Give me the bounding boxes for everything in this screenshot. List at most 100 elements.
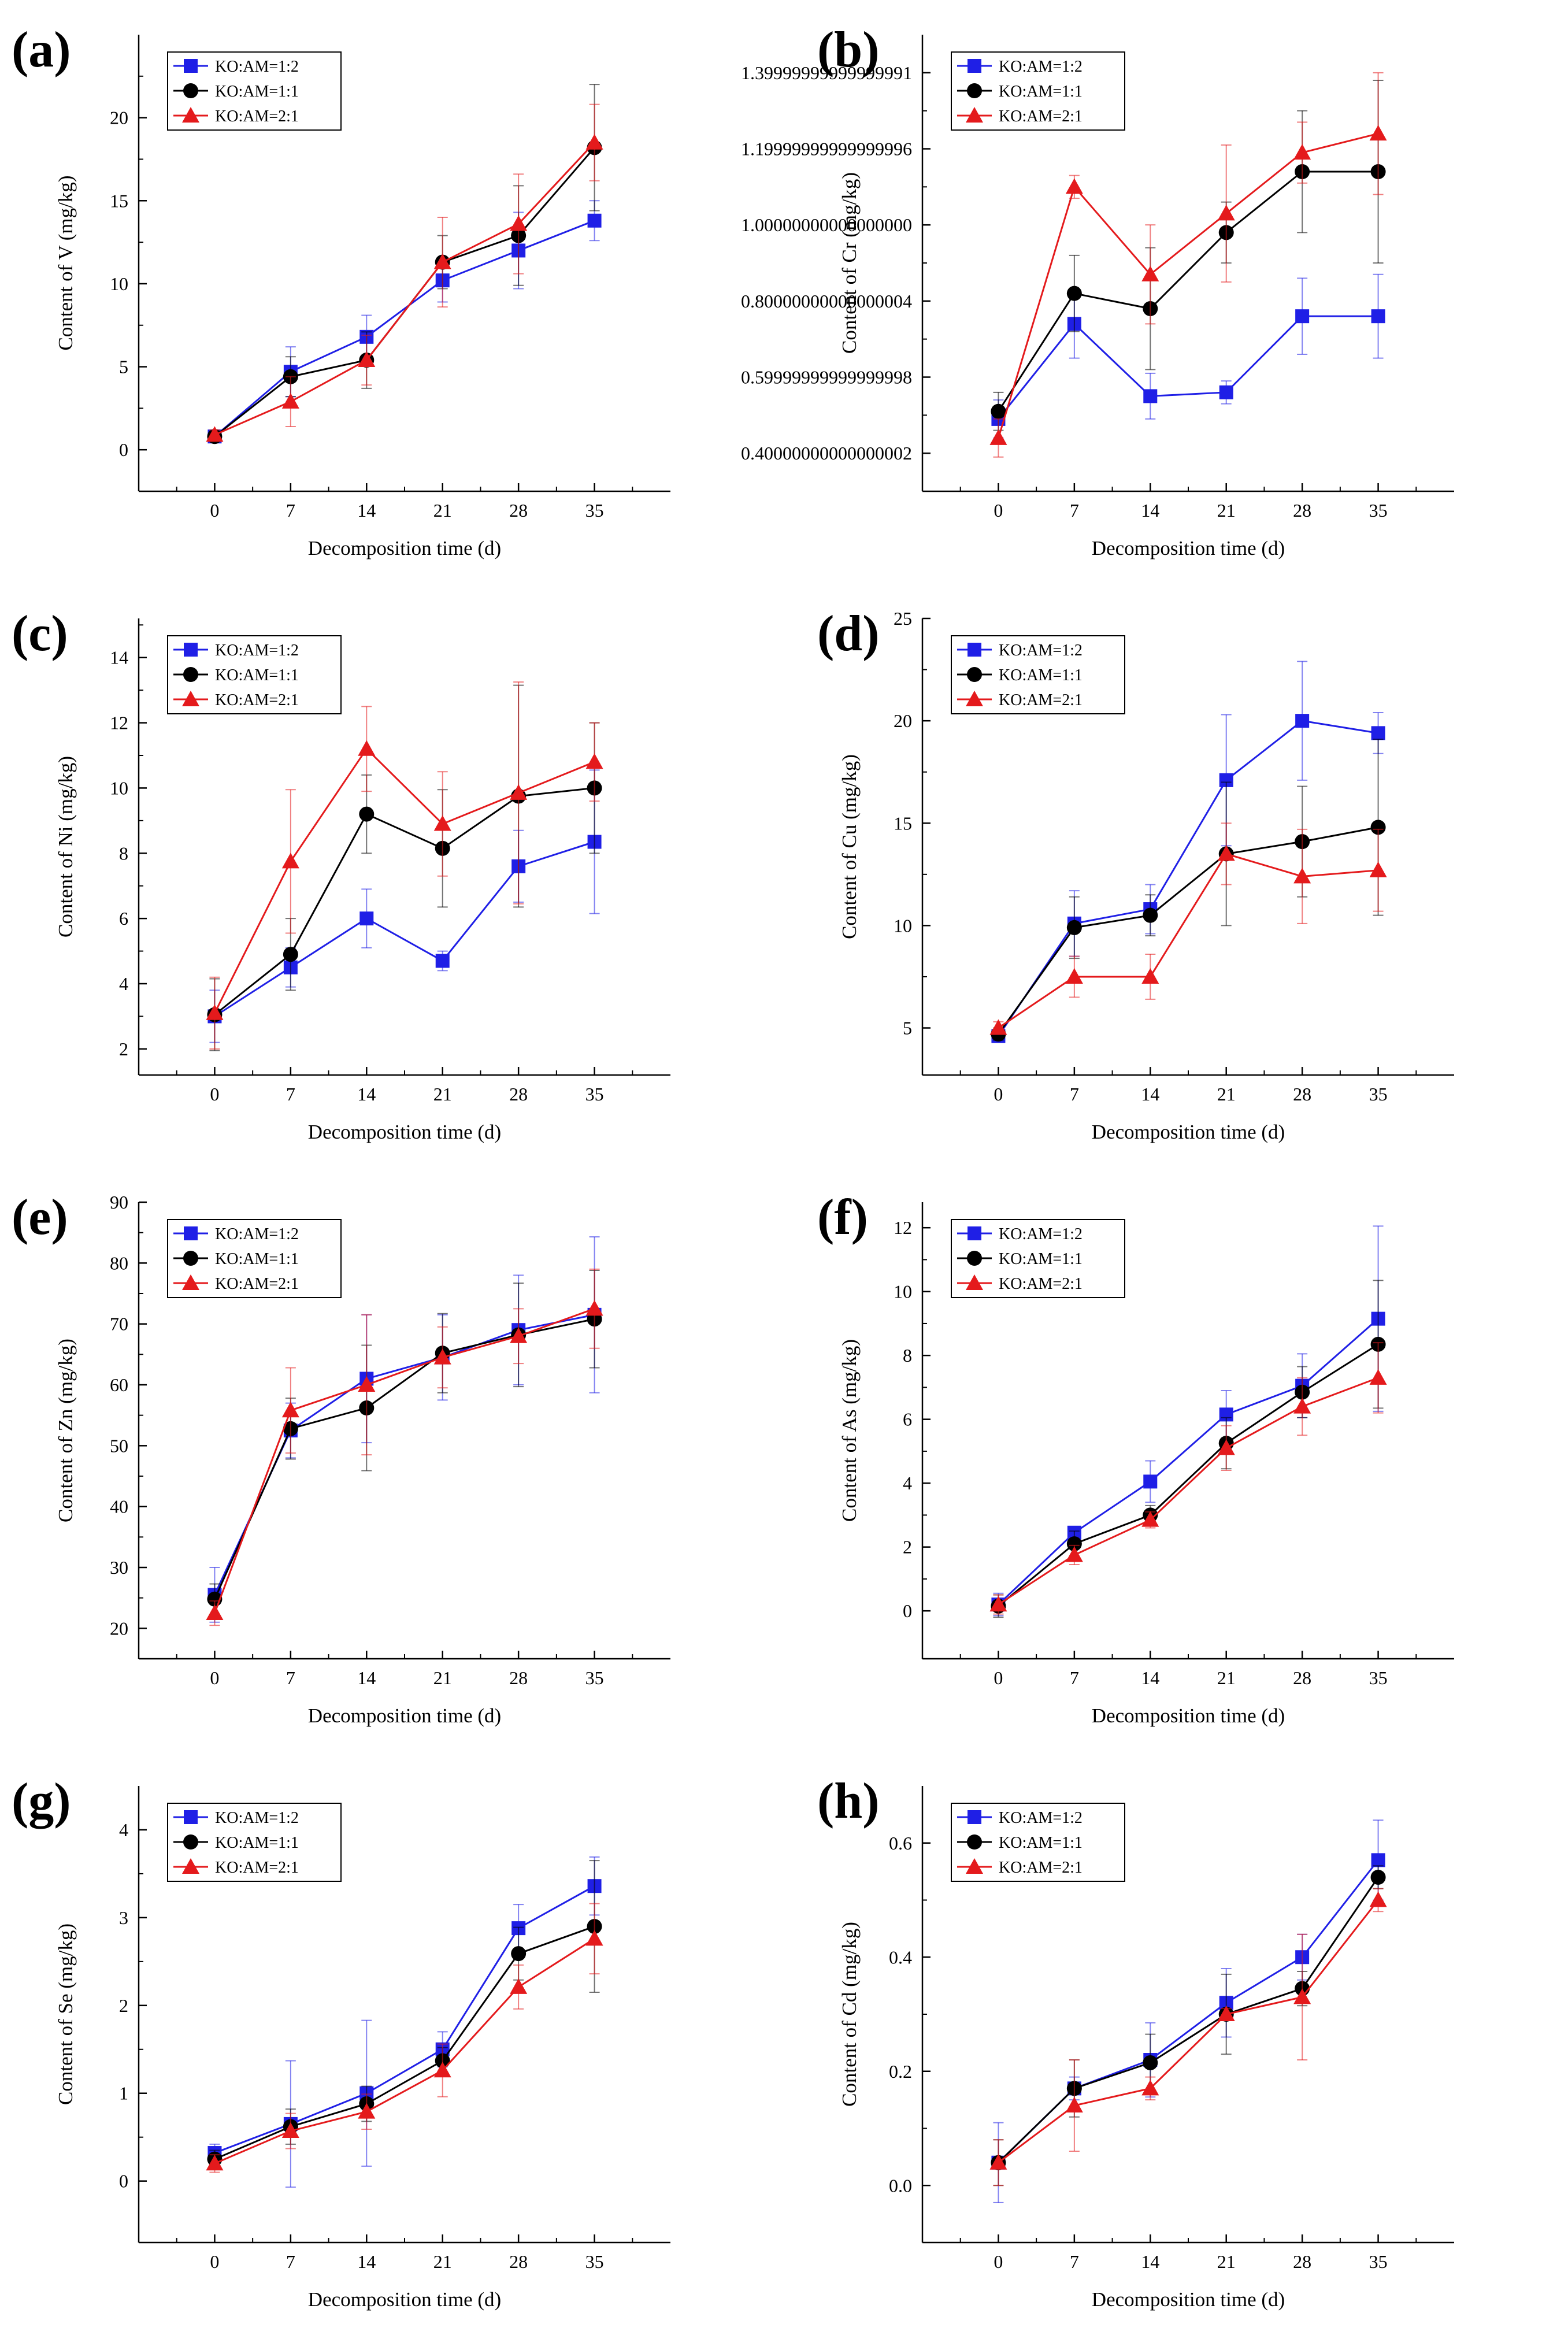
data-point xyxy=(989,2154,1007,2170)
series-line xyxy=(998,1377,1379,1606)
y-tick-label: 10 xyxy=(894,1281,912,1302)
data-point xyxy=(1219,385,1233,399)
panel-d: (d) 5 10 15 20 25 0 7 14 21 28 35 Decomposition tim… xyxy=(784,584,1567,1168)
y-axis-label: Content of Zn (mg/kg) xyxy=(54,1339,77,1522)
legend-marker xyxy=(968,643,981,657)
legend-label: KO:AM=2:1 xyxy=(215,691,299,709)
y-tick-label: 40 xyxy=(110,1496,128,1517)
x-axis-label: Decomposition time (d) xyxy=(308,537,501,559)
y-tick-label: 15 xyxy=(110,190,128,211)
series-3 xyxy=(206,1268,603,1626)
y-tick-label: 6 xyxy=(903,1409,912,1430)
y-axis-label: Content of Se (mg/kg) xyxy=(54,1923,77,2105)
data-point xyxy=(1371,1853,1385,1867)
y-axis-label: Content of Cd (mg/kg) xyxy=(838,1922,861,2107)
data-point xyxy=(585,134,603,150)
y-tick-label: 0.2 xyxy=(889,2061,912,2082)
y-axis-label: Content of As (mg/kg) xyxy=(838,1339,861,1522)
data-point xyxy=(1217,2006,1235,2021)
x-tick-label: 7 xyxy=(286,500,295,521)
y-tick-label: 1.19999999999999996 xyxy=(741,139,912,160)
series-2 xyxy=(207,1860,602,2169)
x-tick-label: 0 xyxy=(210,1667,219,1688)
legend-marker xyxy=(966,691,983,706)
y-tick-label: 80 xyxy=(110,1252,128,1273)
panel-e: (e) 20 30 40 50 60 70 80 90 0 7 14 21 28 35 Decomposit… xyxy=(0,1168,784,1751)
y-tick-label: 12 xyxy=(894,1217,912,1238)
legend-label: KO:AM=2:1 xyxy=(215,1859,299,1877)
x-tick-label: 0 xyxy=(994,2251,1003,2272)
x-tick-label: 28 xyxy=(509,1667,528,1688)
x-tick-label: 28 xyxy=(1293,1667,1311,1688)
x-tick-label: 7 xyxy=(286,2251,295,2272)
panel-a: (a) 0 5 10 15 20 0 7 14 21 28 35 Decomposition time… xyxy=(0,0,784,584)
data-point xyxy=(1217,845,1235,861)
data-point xyxy=(510,784,528,800)
data-point xyxy=(1293,868,1311,884)
x-axis-label: Decomposition time (d) xyxy=(1092,2288,1285,2311)
legend-marker xyxy=(183,83,198,98)
panel-c: (c) 2 4 6 8 10 12 14 0 7 14 21 28 35 Decomposition ti… xyxy=(0,584,784,1168)
legend-label: KO:AM=1:2 xyxy=(215,642,299,659)
series-1 xyxy=(991,661,1385,1043)
series-3 xyxy=(206,1903,603,2173)
legend-label: KO:AM=1:1 xyxy=(999,1834,1083,1852)
series-line xyxy=(214,1938,595,2164)
data-point xyxy=(281,1402,299,1418)
x-tick-label: 0 xyxy=(210,1084,219,1105)
data-point xyxy=(989,1019,1007,1035)
series-line xyxy=(214,1307,595,1614)
data-point xyxy=(587,213,602,228)
data-point xyxy=(1295,714,1310,728)
legend-marker xyxy=(183,667,198,682)
y-tick-label: 2 xyxy=(119,1995,128,2016)
panel-label-g: (g) xyxy=(12,1773,71,1829)
data-point xyxy=(281,392,299,409)
x-tick-label: 21 xyxy=(433,1667,452,1688)
data-point xyxy=(1369,125,1387,141)
data-point xyxy=(281,2122,299,2138)
data-point xyxy=(1143,1474,1158,1489)
data-point xyxy=(1371,309,1385,324)
data-point xyxy=(585,1300,603,1316)
x-tick-label: 7 xyxy=(286,1084,295,1105)
y-tick-label: 0.59999999999999998 xyxy=(741,367,912,388)
legend-label: KO:AM=2:1 xyxy=(215,1275,299,1293)
series-line xyxy=(214,747,595,1014)
x-tick-label: 21 xyxy=(433,500,452,521)
legend: KO:AM=1:2 KO:AM=1:1 KO:AM=2:1 xyxy=(951,51,1125,131)
legend-label: KO:AM=1:2 xyxy=(999,1809,1083,1827)
data-point xyxy=(1065,178,1083,194)
y-tick-label: 4 xyxy=(119,1819,128,1840)
x-tick-label: 14 xyxy=(357,500,376,521)
panel-label-a: (a) xyxy=(12,22,71,78)
series-line xyxy=(998,1899,1379,2163)
y-tick-label: 90 xyxy=(110,1192,128,1213)
series-line xyxy=(998,720,1378,1037)
x-tick-label: 28 xyxy=(509,1084,528,1105)
chart-g: 0 1 2 3 4 0 7 14 21 28 35 Decomposition time (d) Con… xyxy=(54,1786,670,2311)
data-point xyxy=(510,1978,528,1994)
panel-label-d: (d) xyxy=(817,606,880,662)
data-point xyxy=(1293,1988,1311,2004)
series-line xyxy=(214,220,595,438)
legend-marker xyxy=(182,1858,199,1874)
series-1 xyxy=(991,273,1385,439)
x-tick-label: 21 xyxy=(1217,2251,1236,2272)
x-tick-label: 21 xyxy=(433,2251,452,2272)
series-2 xyxy=(207,84,602,444)
data-point xyxy=(585,753,603,769)
data-point xyxy=(1141,265,1159,281)
panel-label-f: (f) xyxy=(817,1189,868,1246)
data-point xyxy=(281,853,299,869)
data-point xyxy=(435,954,450,968)
data-point xyxy=(1217,1439,1235,1455)
y-tick-label: 4 xyxy=(903,1473,912,1493)
legend: KO:AM=1:2 KO:AM=1:1 KO:AM=2:1 xyxy=(951,1803,1125,1882)
x-axis-label: Decomposition time (d) xyxy=(308,1121,501,1143)
legend-marker xyxy=(184,1810,198,1824)
y-tick-label: 0.0 xyxy=(889,2175,912,2196)
series-line xyxy=(998,826,1378,1035)
x-axis-label: Decomposition time (d) xyxy=(1092,1121,1285,1143)
